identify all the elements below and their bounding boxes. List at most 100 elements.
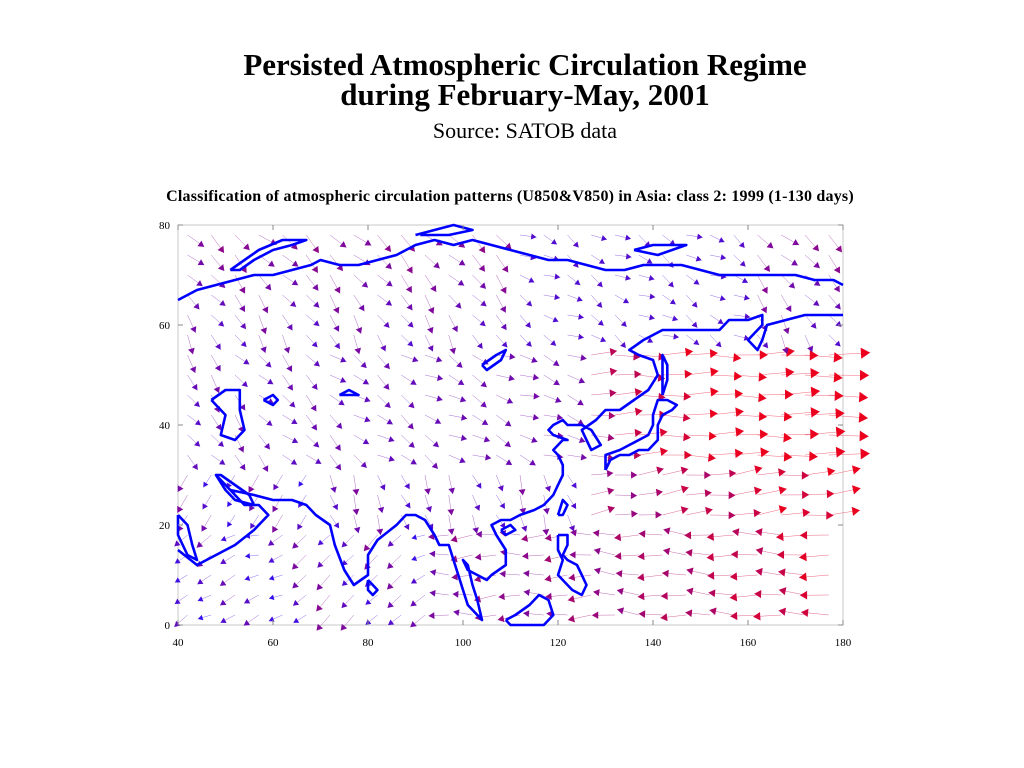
wind-vector-arrowhead — [290, 459, 298, 465]
wind-vector-arrowhead — [238, 445, 245, 453]
wind-vector-arrowhead — [435, 356, 443, 363]
wind-vector-arrowhead — [497, 614, 505, 623]
wind-vector-arrowhead — [262, 306, 269, 314]
wind-vector-arrowhead — [501, 341, 508, 348]
wind-vector-arrowhead — [311, 383, 318, 390]
wind-vector-arrowhead — [634, 388, 643, 397]
x-tick-label: 120 — [550, 637, 567, 649]
wind-vector-arrowhead — [669, 298, 676, 305]
wind-vector-arrowhead — [384, 401, 391, 409]
wind-vector-arrowhead — [341, 601, 348, 609]
wind-vector-arrowhead — [851, 465, 861, 475]
wind-vector-arrowhead — [239, 403, 246, 411]
wind-vector-arrowhead — [317, 539, 324, 546]
coastline-persian-gulf — [214, 473, 256, 507]
coastline-severnaya-zemlya — [415, 223, 474, 237]
wind-vector-arrowhead — [542, 529, 550, 536]
wind-vector-arrowhead — [483, 436, 491, 443]
wind-vector-arrowhead — [572, 241, 579, 248]
wind-vector-arrowhead — [361, 281, 369, 288]
wind-vector-arrowhead — [424, 488, 431, 495]
wind-vector-arrowhead — [201, 525, 208, 532]
wind-vector-arrowhead — [754, 589, 762, 599]
wind-vector-arrowhead — [313, 360, 320, 367]
wind-vector-arrowhead — [570, 529, 577, 537]
wind-vector-arrowhead — [387, 562, 394, 569]
wind-vector-arrowhead — [715, 341, 722, 348]
wind-vector-arrowhead — [578, 377, 586, 384]
wind-vector-arrowhead — [197, 240, 205, 247]
wind-vector-arrowhead — [521, 534, 529, 542]
wind-vector-arrowhead — [523, 589, 531, 596]
wind-vector-arrowhead — [810, 322, 817, 329]
x-tick-label: 80 — [363, 637, 375, 649]
coastline-arctic-coast — [177, 238, 844, 302]
wind-vector-arrowhead — [264, 283, 272, 291]
wind-vector-arrowhead — [455, 302, 462, 309]
wind-vector-arrowhead — [289, 401, 296, 408]
wind-vector-arrowhead — [429, 550, 436, 558]
wind-vector-arrowhead — [407, 321, 414, 328]
wind-vector-arrowhead — [499, 570, 506, 578]
wind-vector-arrowhead — [384, 244, 392, 252]
coastline-arabia-red-sea — [176, 514, 199, 562]
wind-vector-arrowhead — [532, 413, 540, 421]
wind-vector-arrowhead — [576, 296, 583, 302]
wind-vector-arrowhead — [634, 407, 643, 416]
wind-vector-arrowhead — [451, 325, 458, 333]
wind-vector-arrowhead — [858, 391, 869, 403]
wind-vector-arrowhead — [685, 609, 693, 618]
y-tick-label: 20 — [159, 520, 171, 532]
wind-vector-arrowhead — [341, 541, 348, 548]
wind-vector-arrowhead — [813, 279, 821, 286]
wind-vector-arrowhead — [730, 611, 738, 621]
wind-vector-arrowhead — [858, 412, 868, 423]
wind-vector-arrowhead — [596, 281, 603, 288]
wind-vector-arrowhead — [292, 562, 299, 570]
wind-vector-arrowhead — [197, 596, 204, 602]
wind-vector-arrowhead — [429, 589, 436, 597]
wind-vector-arrowhead — [219, 299, 226, 306]
wind-vector-arrowhead — [810, 407, 820, 418]
wind-vector-arrowhead — [197, 259, 205, 266]
wind-vector-arrowhead — [634, 370, 642, 379]
wind-vector-arrowhead — [695, 255, 702, 262]
wind-vector-arrowhead — [717, 318, 724, 325]
wind-vector-arrowhead — [593, 589, 600, 597]
wind-vector-arrowhead — [193, 401, 200, 408]
coastline-novaya-zemlya — [229, 238, 308, 272]
wind-vector-arrowhead — [778, 587, 787, 596]
wind-vector-arrowhead — [729, 469, 737, 478]
wind-vector-arrowhead — [710, 367, 719, 377]
wind-vector-arrowhead — [479, 320, 486, 327]
wind-vector-arrowhead — [190, 326, 197, 333]
wind-vector-arrowhead — [387, 540, 395, 547]
wind-vector-arrowhead — [766, 241, 774, 249]
coastline-aral-sea — [262, 393, 280, 407]
wind-vector-arrowhead — [706, 532, 715, 541]
wind-vector-arrowhead — [364, 396, 371, 403]
wind-vector-arrowhead — [709, 607, 717, 616]
wind-vector-arrowhead — [680, 485, 689, 494]
wind-vector-arrowhead — [544, 534, 552, 542]
wind-vector-arrowhead — [289, 300, 297, 307]
wind-vector-arrowhead — [760, 447, 770, 458]
wind-vector-arrowhead — [753, 612, 761, 621]
wind-vector-arrowhead — [291, 260, 299, 267]
wind-vector-arrowhead — [352, 508, 360, 516]
wind-vector-arrowhead — [408, 441, 415, 448]
wind-vector-arrowhead — [383, 362, 390, 370]
wind-vector-arrowhead — [333, 306, 340, 314]
coastline-lake-balkhash — [338, 388, 360, 397]
wind-vector-arrowhead — [219, 459, 226, 465]
wind-vector-arrowhead — [673, 333, 680, 340]
wind-vector-arrowhead — [578, 436, 586, 443]
wind-vector-arrowhead — [533, 392, 540, 400]
wind-vector-arrowhead — [273, 483, 279, 491]
wind-vector-arrowhead — [735, 407, 744, 417]
wind-vector-arrowhead — [291, 437, 299, 444]
wind-vector-arrowhead — [476, 342, 483, 349]
wind-vector-arrowhead — [460, 434, 468, 442]
wind-vector-arrowhead — [606, 469, 614, 478]
wind-vector-arrowhead — [710, 387, 719, 397]
